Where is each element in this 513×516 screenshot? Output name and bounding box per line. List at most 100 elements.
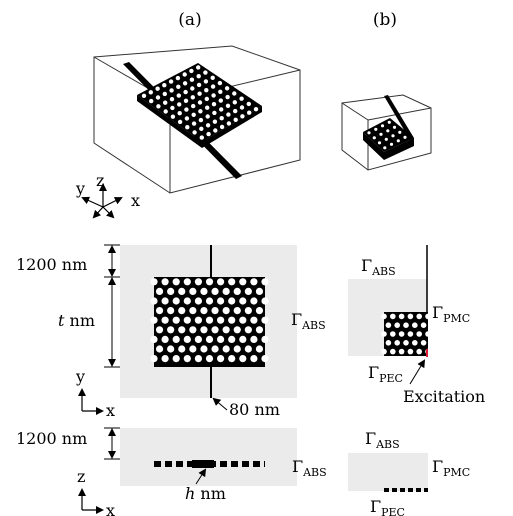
hole <box>244 307 252 315</box>
slab-segment <box>408 488 413 492</box>
slab-segment <box>416 488 421 492</box>
slab-segment <box>424 488 428 492</box>
hole <box>381 331 387 337</box>
hole <box>172 278 180 286</box>
boundary-abs-top-xy: ΓABS <box>361 256 396 278</box>
hole <box>200 326 208 334</box>
dim-thickness <box>104 277 120 368</box>
hole <box>250 335 258 343</box>
hole-3d <box>217 80 223 86</box>
slab-segment <box>231 461 238 467</box>
hole <box>239 335 247 343</box>
hole <box>178 287 186 295</box>
hole <box>222 326 230 334</box>
hole <box>217 278 225 286</box>
hole-3d <box>233 108 238 114</box>
hole-3d <box>177 102 182 107</box>
hole-3d <box>204 88 209 93</box>
hole <box>255 307 264 315</box>
hole <box>194 335 202 343</box>
hole <box>161 316 169 324</box>
hole-3d <box>170 114 176 119</box>
hole-3d <box>185 125 190 130</box>
dim-waveguide-pointer <box>212 397 228 411</box>
hole-3d <box>224 86 230 91</box>
hole <box>250 355 258 363</box>
hole-3d <box>191 121 197 126</box>
panel-label-a: (a) <box>178 10 201 30</box>
hole-3d <box>210 75 215 81</box>
slab-segment <box>187 461 194 467</box>
hole <box>228 297 236 305</box>
hole <box>407 348 414 355</box>
hole <box>189 287 197 295</box>
slab-segment <box>242 461 249 467</box>
hole-3d <box>233 117 238 123</box>
hole <box>403 322 409 329</box>
hole <box>412 340 418 346</box>
hole-3d <box>196 65 201 70</box>
hole <box>222 345 230 353</box>
hole-3d <box>398 130 402 134</box>
hole-3d <box>191 112 196 118</box>
hole-3d <box>177 111 182 116</box>
hole-3d <box>211 102 217 107</box>
hole-3d <box>206 131 211 137</box>
hole-3d <box>170 105 175 111</box>
hole <box>172 316 180 324</box>
hole <box>183 278 191 286</box>
hole-3d <box>149 98 154 104</box>
hole <box>255 345 264 353</box>
axis-3d-x-label: x <box>131 191 140 210</box>
hole <box>255 326 264 334</box>
hole <box>398 331 405 337</box>
hole-3d <box>183 89 188 95</box>
hole <box>172 355 180 363</box>
hole <box>183 316 191 324</box>
hole <box>261 297 269 305</box>
hole <box>420 322 427 329</box>
hole-3d <box>379 132 383 136</box>
hole <box>228 278 236 286</box>
hole <box>150 278 158 286</box>
hole <box>211 287 219 295</box>
hole-3d <box>386 129 390 133</box>
hole <box>183 335 191 343</box>
hole-3d <box>163 100 168 105</box>
hole <box>167 287 175 295</box>
hole <box>155 345 164 353</box>
hole-3d <box>239 96 244 101</box>
slab-segment <box>400 488 405 492</box>
hole-3d <box>155 86 160 91</box>
slab-segment <box>220 461 227 467</box>
hole <box>239 355 247 363</box>
hole-3d <box>203 79 209 84</box>
hole <box>394 322 401 329</box>
hole <box>233 345 241 353</box>
hole <box>167 345 175 353</box>
slab-segment <box>253 461 260 467</box>
hole <box>217 335 225 343</box>
axis-xy-x-label: x <box>106 401 115 420</box>
hole <box>211 307 219 315</box>
hole-3d <box>372 136 376 140</box>
hole <box>167 326 175 334</box>
hole <box>385 322 392 329</box>
axis-3d-y-label: y <box>75 179 85 198</box>
hole-3d <box>183 98 189 104</box>
hole-3d <box>391 134 395 138</box>
axis-xz-z-label: z <box>77 467 85 486</box>
hole <box>425 331 431 337</box>
hole <box>183 355 191 363</box>
hole <box>155 326 164 334</box>
hole <box>390 331 396 337</box>
hole-3d <box>184 107 189 112</box>
hole-3d <box>191 103 196 109</box>
hole-3d <box>240 114 245 119</box>
hole-3d <box>389 142 394 146</box>
hole-3d <box>232 91 237 96</box>
hole-3d <box>374 127 378 131</box>
hole-3d <box>219 107 224 112</box>
hole <box>200 345 208 353</box>
hole-3d <box>175 75 181 81</box>
